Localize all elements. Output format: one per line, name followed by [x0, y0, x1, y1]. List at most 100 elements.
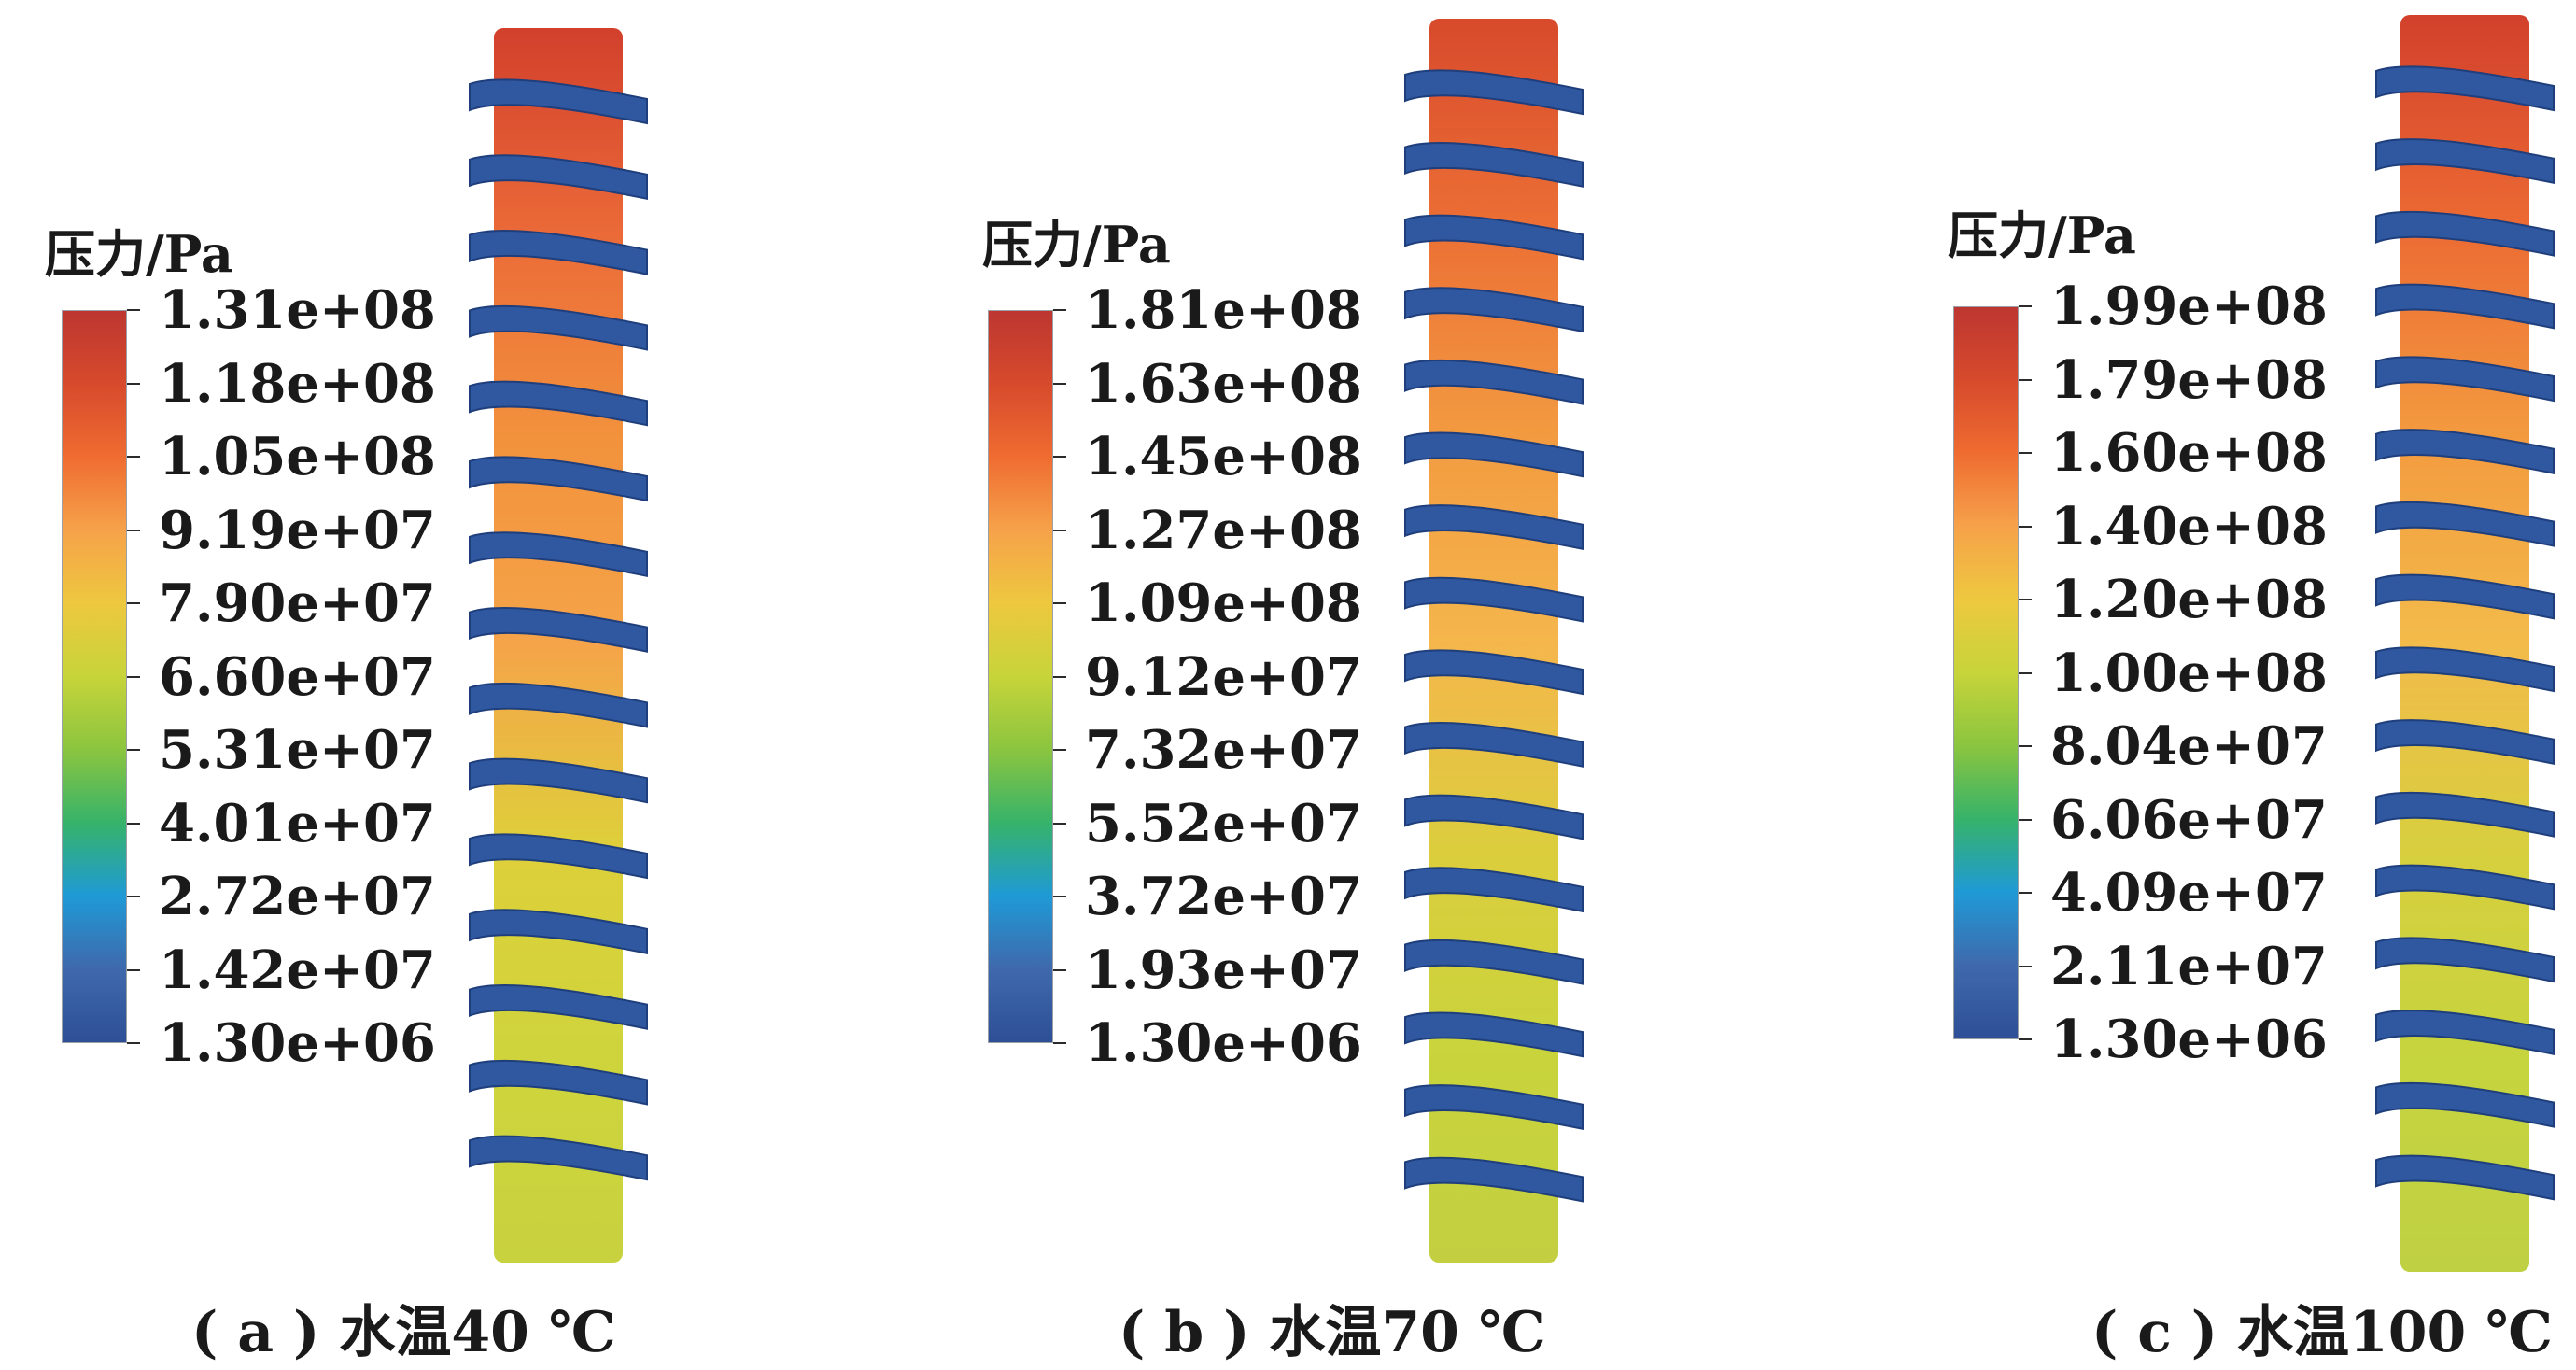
- coil-turn: [2375, 65, 2555, 112]
- coil-turn: [1404, 1084, 1584, 1130]
- tick-mark: [127, 456, 140, 458]
- tick-label: 2.72e+07: [159, 866, 436, 927]
- tick-label: 1.20e+08: [2050, 569, 2328, 630]
- coil-turn: [1404, 142, 1584, 188]
- panel-b: 压力/Pa 1.81e+08 1.63e+08 1.45e+08 1.27e+08 1.…: [982, 19, 1584, 1365]
- tick-mark: [127, 382, 140, 385]
- tick-mark: [1053, 602, 1066, 604]
- coil-turn: [2375, 501, 2555, 547]
- tick-mark: [2019, 525, 2032, 528]
- panel-caption: ( c ) 水温100 ℃: [2091, 1300, 2554, 1365]
- coil-turn: [469, 456, 648, 502]
- pipe-coil-model: [469, 28, 648, 1263]
- tick-label: 1.45e+08: [1085, 426, 1362, 487]
- coil-turn: [2375, 210, 2555, 257]
- coil-turn: [1404, 649, 1584, 696]
- tick-mark: [127, 968, 140, 971]
- tick-label: 1.79e+08: [2050, 348, 2328, 411]
- coil-turn: [469, 380, 648, 427]
- tick-label: 1.42e+07: [159, 939, 436, 1001]
- coil-turn: [2375, 791, 2555, 838]
- coil-turn: [2375, 1010, 2555, 1055]
- pipe-coil-model: [2375, 15, 2555, 1272]
- tick-mark: [127, 1042, 140, 1044]
- tick-mark: [1053, 968, 1066, 971]
- tick-mark: [127, 822, 140, 825]
- coil-turn: [469, 984, 648, 1030]
- tick-mark: [1053, 529, 1066, 531]
- tick-label: 1.60e+08: [2050, 422, 2328, 484]
- tick-label: 6.60e+07: [159, 645, 436, 708]
- coil-turn: [469, 682, 648, 728]
- tick-label: 7.32e+07: [1085, 719, 1362, 781]
- tick-mark: [2019, 305, 2032, 307]
- tick-label: 5.52e+07: [1085, 792, 1362, 854]
- tick-mark: [1053, 309, 1066, 311]
- tick-mark: [2019, 452, 2032, 454]
- coil-turn: [469, 531, 648, 578]
- tick-mark: [127, 602, 140, 604]
- coil-turn: [469, 230, 648, 275]
- panel-a: 压力/Pa 1.31e+08 1.18e+08 1.05e+08 9.19e+07 7.…: [0, 0, 859, 1370]
- coil-turn: [469, 909, 648, 955]
- colorbar: [62, 310, 127, 1043]
- tick-label: 7.90e+07: [159, 572, 436, 634]
- coil-turn: [1404, 1156, 1584, 1203]
- tick-label: 1.99e+08: [2050, 275, 2328, 337]
- tick-label: 8.04e+07: [2050, 715, 2328, 777]
- panel-caption: ( b ) 水温70 ℃: [1119, 1300, 1546, 1365]
- legend-title: 压力/Pa: [982, 215, 1171, 275]
- coil-turn: [469, 757, 648, 804]
- tick-label: 1.31e+08: [159, 279, 436, 341]
- coil-turn: [469, 78, 648, 125]
- coil-turn: [1404, 69, 1584, 116]
- tick-label: 1.30e+06: [2050, 1009, 2328, 1070]
- coil-turn: [2375, 573, 2555, 620]
- coil-turn: [2375, 356, 2555, 403]
- coil-turn: [1404, 287, 1584, 333]
- tick-mark: [2019, 671, 2032, 674]
- tick-mark: [2019, 599, 2032, 600]
- tick-mark: [1053, 896, 1066, 897]
- colorbar: [988, 310, 1053, 1043]
- coil-turn: [1404, 867, 1584, 913]
- tick-label: 2.11e+07: [2050, 935, 2328, 997]
- tick-mark: [127, 529, 140, 531]
- coil-turn: [2375, 864, 2555, 911]
- coil-turn: [2375, 138, 2555, 184]
- tick-label: 1.30e+06: [159, 1012, 436, 1074]
- coil-turn: [2375, 1154, 2555, 1201]
- legend-title: 压力/Pa: [1948, 205, 2136, 265]
- coil-turn: [469, 833, 648, 880]
- coil-turn: [1404, 576, 1584, 623]
- coil-turn: [2375, 283, 2555, 330]
- coil-turn: [469, 1059, 648, 1106]
- tick-label: 5.31e+07: [159, 719, 436, 781]
- tick-mark: [1053, 382, 1066, 385]
- coil-turn: [1404, 1011, 1584, 1058]
- tick-mark: [127, 896, 140, 897]
- tick-label: 1.00e+08: [2050, 642, 2328, 704]
- tick-label: 1.05e+08: [159, 426, 436, 487]
- tick-label: 1.81e+08: [1085, 279, 1362, 341]
- coil-turn: [2375, 719, 2555, 765]
- tick-mark: [1053, 1042, 1066, 1044]
- tick-mark: [127, 309, 140, 311]
- panel-caption: ( a ) 水温40 ℃: [191, 1300, 616, 1365]
- pipe-coil-model: [1404, 19, 1584, 1263]
- tick-mark: [1053, 456, 1066, 458]
- tick-mark: [127, 675, 140, 678]
- tick-mark: [2019, 378, 2032, 381]
- coil-turn: [469, 304, 648, 351]
- coil-turn: [2375, 1081, 2555, 1128]
- tick-label: 1.93e+07: [1085, 939, 1362, 1001]
- coil-turn: [1404, 794, 1584, 840]
- tick-label: 3.72e+07: [1085, 866, 1362, 927]
- tick-mark: [2019, 745, 2032, 747]
- tick-label: 1.40e+08: [2050, 495, 2328, 558]
- tick-label: 6.06e+07: [2050, 788, 2328, 851]
- tick-label: 1.63e+08: [1085, 352, 1362, 415]
- tick-label: 1.09e+08: [1085, 572, 1362, 634]
- tick-label: 1.27e+08: [1085, 499, 1362, 561]
